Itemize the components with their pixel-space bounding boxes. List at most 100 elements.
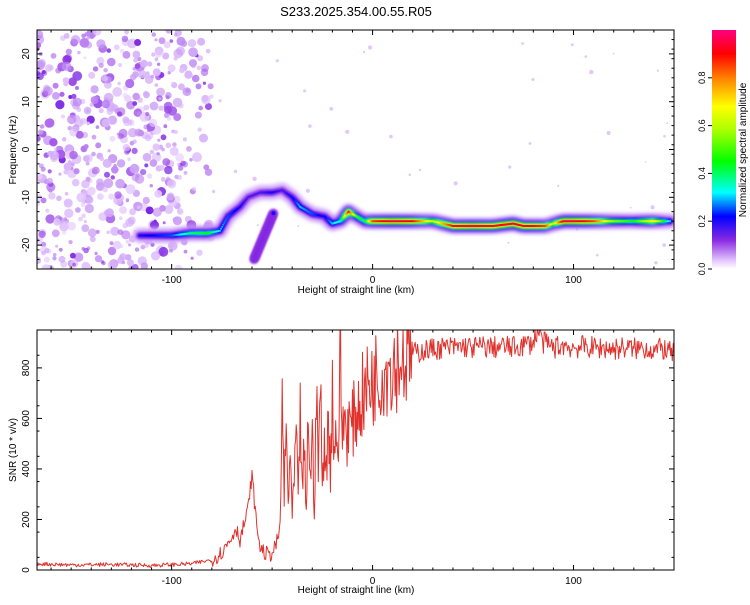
noise-blob [96,39,106,49]
ridge-point [222,223,225,226]
noise-blob [132,50,141,59]
noise-blob [89,236,96,243]
noise-blob [650,205,655,210]
noise-blob [188,47,198,57]
noise-blob [612,52,615,55]
noise-blob [150,208,154,213]
noise-blob [207,83,214,90]
noise-blob [156,87,166,97]
x-tick-label: 0 [370,576,376,587]
noise-blob [109,241,114,246]
noise-blob [144,163,149,168]
noise-blob [64,208,74,218]
noise-blob [138,70,147,79]
noise-blob [173,33,178,37]
noise-blob [71,178,80,187]
noise-blob [46,177,53,184]
snr-x-ticks: -100 0 100 [50,330,675,587]
noise-blob [180,40,188,47]
noise-blob [557,184,560,187]
snr-ylabel: SNR (10 * v/v) [8,418,19,482]
noise-blob [152,68,161,77]
ridge-point [221,225,224,228]
noise-blob [389,134,393,139]
noise-blob [96,56,105,65]
noise-blob [150,220,159,230]
noise-blob [173,56,178,61]
noise-blob [200,68,209,77]
noise-blob [125,184,136,195]
noise-blob [104,81,112,89]
noise-blob [133,57,138,63]
noise-blob [98,212,107,221]
noise-blob [72,101,80,110]
noise-blob [55,67,61,74]
noise-blob [37,257,42,264]
noise-blob [83,106,92,115]
noise-blob [72,262,76,267]
noise-blob [145,111,150,117]
noise-blob [164,165,173,175]
noise-blob [196,65,202,71]
noise-blob [40,197,47,204]
noise-blob [81,213,86,218]
noise-blob [162,52,170,60]
noise-blob [125,240,130,244]
noise-blob [88,71,96,79]
noise-blob [124,30,129,35]
noise-blob [191,74,200,83]
noise-blob [186,146,192,152]
noise-blob [168,241,175,248]
noise-blob [196,249,203,256]
noise-blob [191,186,197,191]
noise-blob [61,137,67,142]
noise-blob [124,94,132,103]
noise-blob [126,259,134,267]
noise-blob [45,208,50,213]
noise-blob [163,124,168,129]
noise-blob [172,142,177,147]
noise-blob [144,243,149,249]
noise-blob [137,97,143,103]
noise-blob [140,59,148,68]
noise-blob [528,142,532,145]
noise-blob [149,101,159,111]
noise-blob [165,30,173,34]
noise-blob [345,129,350,134]
noise-blob [53,147,57,151]
noise-blob [49,138,58,147]
noise-blob [163,41,171,49]
noise-blob [106,48,112,53]
noise-blob [92,66,99,72]
noise-blob [154,190,163,198]
noise-blob [129,140,135,146]
colorbar-tick-label: 0.8 [697,72,707,85]
spectrogram-ridge [132,182,674,264]
noise-blob [173,113,182,121]
noise-blob [256,224,259,227]
noise-blob [80,202,86,208]
noise-blob [59,222,69,232]
noise-blob [71,35,81,45]
y-tick-label: 0 [21,146,32,152]
noise-blob [41,264,51,269]
noise-blob [209,94,214,99]
noise-blob [203,164,210,171]
noise-blob [85,154,93,162]
noise-blob [164,105,172,114]
noise-blob [121,35,129,42]
noise-blob [107,246,117,256]
noise-blob [151,251,161,261]
noise-blob [63,169,69,175]
noise-blob [158,97,162,101]
noise-blob [644,161,647,163]
noise-blob [156,62,161,66]
noise-blob [64,192,69,196]
snr-panel: 0 200 400 600 800 -100 0 100 Height of straigh… [8,329,675,596]
noise-blob [184,70,193,79]
noise-blob [112,87,123,97]
noise-blob [48,192,56,200]
noise-blob [160,134,167,141]
noise-blob [507,241,510,244]
noise-blob [62,55,72,65]
